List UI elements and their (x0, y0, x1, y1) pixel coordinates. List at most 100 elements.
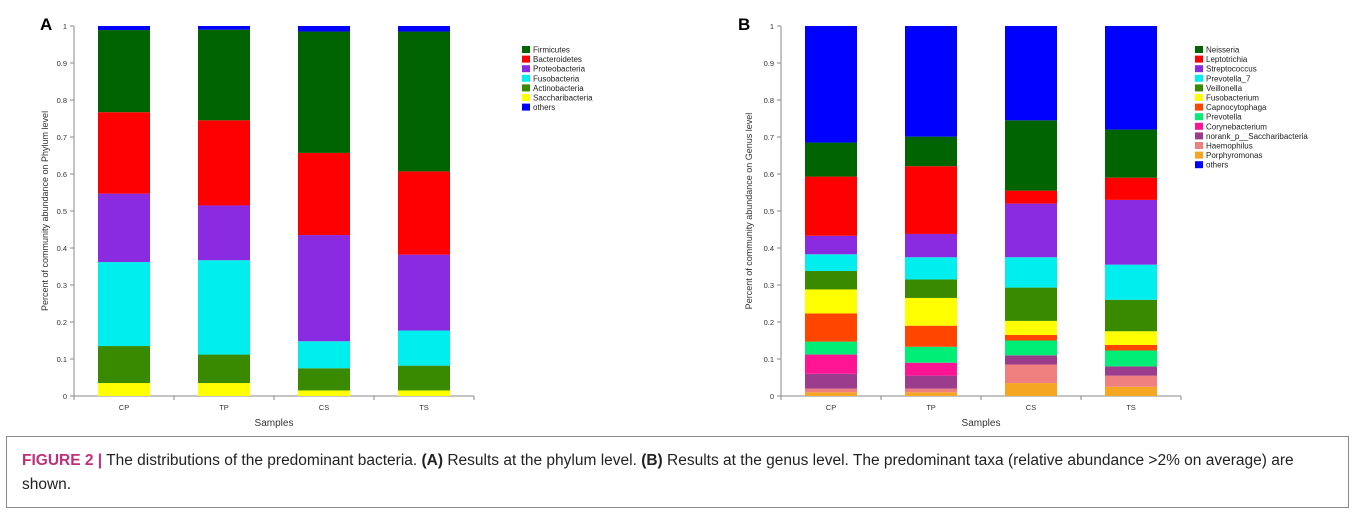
legend-label: Porphyromonas (1206, 151, 1262, 160)
legend-swatch (1195, 113, 1203, 121)
bar-segment (905, 297, 957, 326)
bar-segment (905, 136, 957, 167)
y-tick-label: 0 (63, 392, 67, 401)
figure-label: FIGURE 2 | (22, 452, 103, 469)
y-tick-label: 0.8 (764, 96, 774, 105)
caption-panel-b-label: (B) (641, 452, 663, 469)
legend-swatch (1195, 161, 1203, 169)
bar-segment (805, 176, 857, 236)
caption-panel-a-label: (A) (421, 452, 444, 469)
bar-segment (905, 375, 957, 389)
y-tick-label: 0.6 (764, 170, 774, 179)
bar-segment (398, 254, 450, 331)
bar-segment (805, 289, 857, 314)
bar-segment (905, 388, 957, 393)
bar-segment (198, 26, 250, 30)
legend-swatch (1195, 55, 1203, 63)
y-tick-label: 0 (770, 392, 774, 401)
legend-label: Actinobacteria (533, 84, 584, 93)
bar-segment (905, 233, 957, 258)
legend-swatch (522, 65, 530, 73)
y-tick-label: 0.5 (57, 207, 67, 216)
panel-label: A (40, 15, 52, 34)
x-tick-label: TS (419, 403, 429, 412)
legend-swatch (1195, 103, 1203, 111)
panel-label: B (738, 15, 750, 34)
legend-swatch (1195, 142, 1203, 149)
bar-segment (1005, 340, 1057, 356)
legend-label: Leptotrichia (1206, 55, 1248, 64)
bar-segment (1105, 386, 1157, 396)
legend-swatch (1195, 65, 1203, 73)
bar-segment (198, 260, 250, 355)
bar-segment (398, 31, 450, 172)
bar-segment (1005, 257, 1057, 288)
bar-segment (905, 257, 957, 280)
bar-segment (98, 262, 150, 347)
legend-label: Veillonella (1206, 84, 1243, 93)
y-tick-label: 0.6 (57, 170, 67, 179)
legend-swatch (522, 46, 530, 53)
legend-label: Capnocytophaga (1206, 103, 1267, 112)
bar-segment (198, 205, 250, 261)
y-tick-label: 0.5 (764, 207, 774, 216)
y-tick-label: 0.8 (57, 96, 67, 105)
legend-label: Bacteroidetes (533, 55, 582, 64)
bar-segment (1005, 190, 1057, 204)
bar-segment (905, 325, 957, 347)
bar-segment (398, 390, 450, 396)
legend-label: Prevotella_7 (1206, 74, 1251, 83)
legend-swatch (1195, 132, 1203, 140)
figure-caption: FIGURE 2 | The distributions of the pred… (22, 449, 1322, 497)
y-tick-label: 0.9 (764, 59, 774, 68)
x-tick-label: CP (826, 403, 836, 412)
bar-segment (298, 31, 350, 153)
caption-text-2: Results at the phylum level. (443, 452, 642, 469)
bar-segment (1005, 383, 1057, 396)
y-tick-label: 0.7 (764, 133, 774, 142)
bar-segment (805, 388, 857, 393)
bar-segment (905, 26, 957, 137)
legend-label: Haemophilus (1206, 142, 1253, 151)
legend-label: Saccharibacteria (533, 94, 593, 103)
bar-segment (198, 383, 250, 396)
bar-segment (1105, 366, 1157, 376)
bar-segment (298, 235, 350, 342)
y-tick-label: 0.2 (764, 318, 774, 327)
bar-segment (1105, 129, 1157, 178)
bar-segment (805, 354, 857, 374)
bar-segment (98, 30, 150, 113)
bar-segment (805, 313, 857, 342)
bar-segment (1105, 299, 1157, 332)
legend-swatch (1195, 46, 1203, 53)
bar-segment (905, 392, 957, 396)
legend-label: Neisseria (1206, 46, 1240, 55)
x-axis-label: Samples (962, 418, 1001, 429)
y-tick-label: 0.1 (764, 355, 774, 364)
x-tick-label: CS (319, 403, 329, 412)
x-tick-label: TS (1126, 403, 1136, 412)
legend-swatch (1195, 74, 1203, 82)
y-tick-label: 0.1 (57, 355, 67, 364)
bar-segment (398, 365, 450, 391)
bar-segment (98, 383, 150, 396)
legend-label: Proteobacteria (533, 65, 586, 74)
bar-segment (805, 373, 857, 389)
bar-segment (298, 26, 350, 32)
legend-label: norank_p__Saccharibacteria (1206, 132, 1308, 141)
legend-label: Fusobacteria (533, 74, 580, 83)
bar-segment (1005, 287, 1057, 321)
bar-segment (1105, 26, 1157, 130)
bar-segment (805, 341, 857, 355)
legend-label: Corynebacterium (1206, 122, 1267, 131)
x-tick-label: CP (119, 403, 129, 412)
bar-segment (198, 29, 250, 121)
bar-segment (1005, 334, 1057, 341)
legend-label: Streptococcus (1206, 65, 1257, 74)
bar-segment (298, 341, 350, 369)
y-tick-label: 0.4 (764, 244, 774, 253)
legend-swatch (522, 55, 530, 63)
y-tick-label: 0.7 (57, 133, 67, 142)
bar-segment (98, 193, 150, 263)
bar-segment (1005, 355, 1057, 365)
